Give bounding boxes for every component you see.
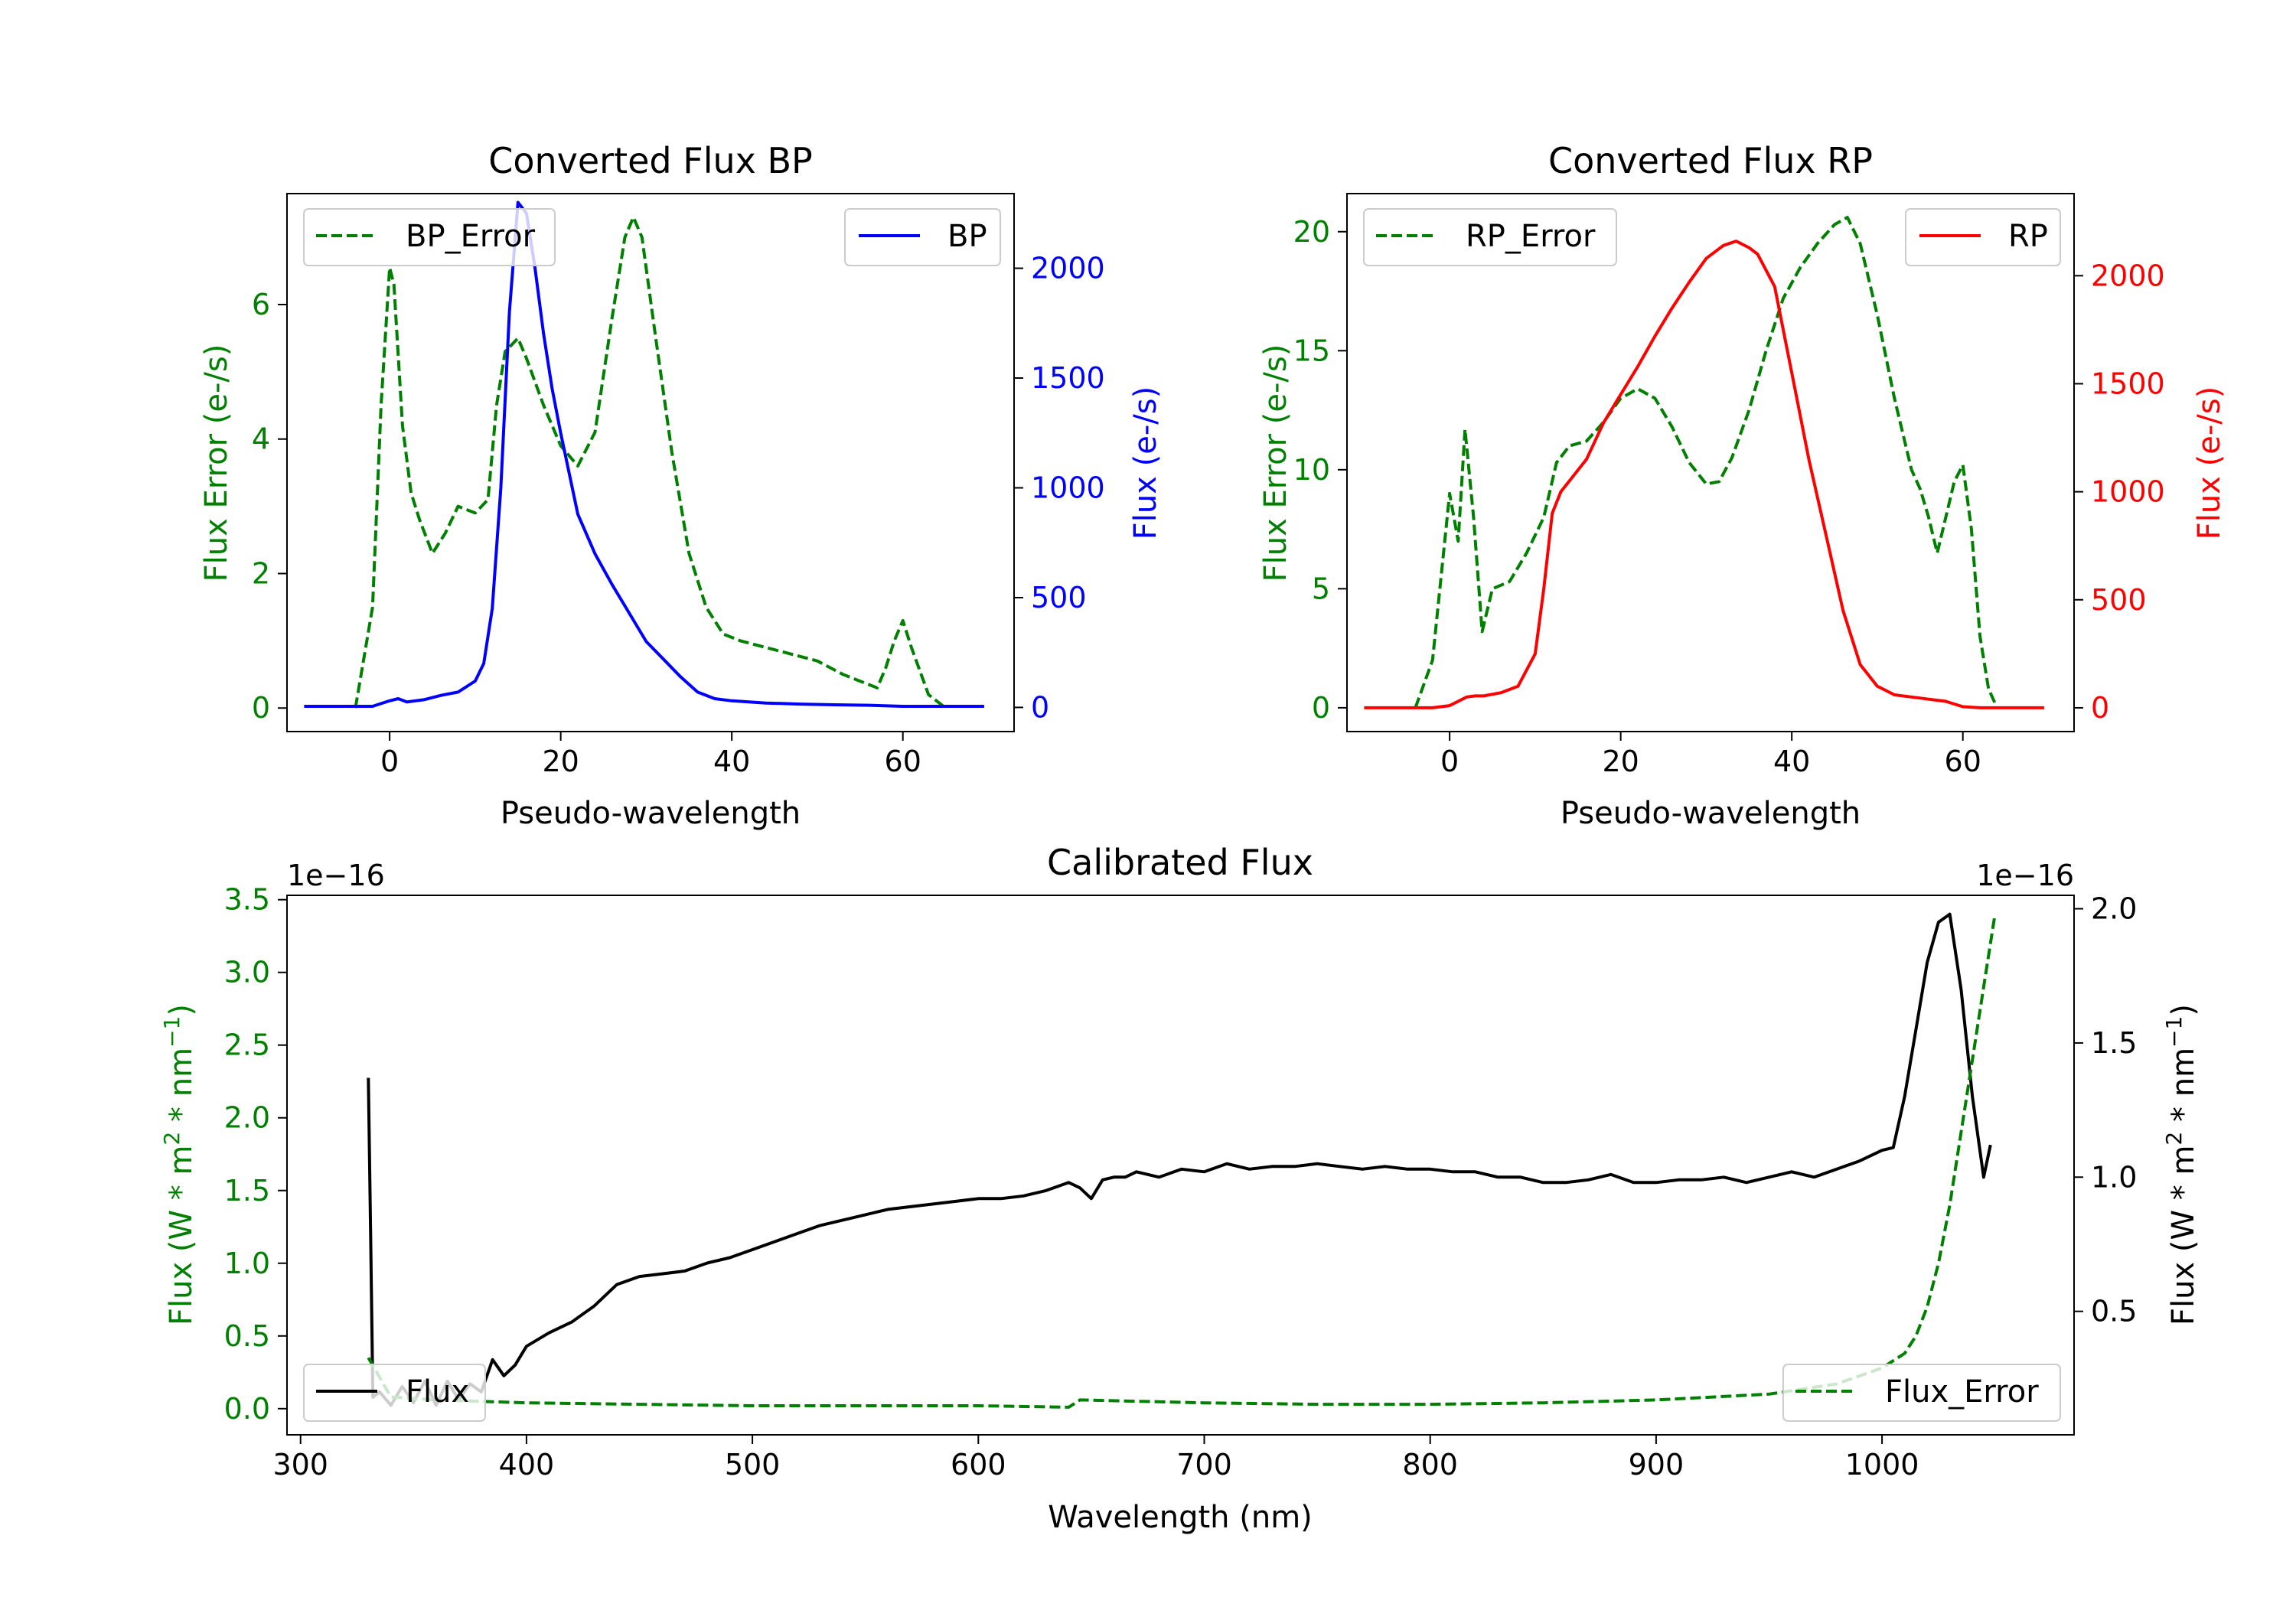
calibrated-series-flux-error-line (367, 914, 1997, 1409)
rp-plot-frame (1346, 193, 2075, 732)
calibrated-left-y-tick-label: 3.5 (224, 883, 270, 917)
bp-legend-right: BP (844, 208, 1001, 266)
right-y-label-part1: Flux (W * m (2166, 1146, 2201, 1325)
left-y-label-sup2: −1 (159, 1016, 184, 1048)
calibrated-left-y-tick-label: 0.0 (224, 1392, 270, 1426)
bp-error-legend-label: BP_Error (406, 219, 536, 254)
rp-right-y-tick-label: 1500 (2091, 367, 2165, 400)
rp-left-y-tick-label: 0 (1312, 691, 1330, 725)
rp-panel: Converted Flux RP 0 20 40 60 0 5 10 15 20 0 500 100… (1258, 140, 2227, 831)
calibrated-x-tick-label: 600 (951, 1448, 1006, 1482)
rp-x-tick-label: 0 (1440, 745, 1459, 778)
bp-right-y-tick-label: 500 (1031, 581, 1087, 614)
calibrated-title: Calibrated Flux (1047, 842, 1313, 883)
bp-legend-label: BP (947, 219, 987, 254)
calibrated-left-y-tick-label: 1.5 (224, 1174, 270, 1208)
rp-left-y-tick-label: 5 (1312, 572, 1330, 605)
bp-x-tick-label: 20 (542, 745, 579, 778)
rp-left-y-tick-label: 10 (1293, 453, 1330, 487)
left-y-label-part2: * nm (164, 1048, 199, 1132)
calibrated-right-y-tick-label: 0.5 (2091, 1295, 2137, 1328)
rp-x-tick-label: 20 (1602, 745, 1639, 778)
calibrated-left-y-tick-label: 3.0 (224, 956, 270, 989)
calibrated-legend-left: Flux (303, 1364, 486, 1422)
rp-legend-right: RP (1905, 208, 2061, 266)
calibrated-left-y-tick-label: 2.5 (224, 1028, 270, 1062)
flux-legend-label: Flux (406, 1374, 469, 1410)
right-offset-label: 1e−16 (1976, 859, 2074, 892)
rp-right-y-tick-label: 1000 (2091, 475, 2165, 509)
rp-left-y-axis-label: Flux Error (e-/s) (1258, 344, 1293, 582)
calibrated-right-y-axis-label: Flux (W * m2 * nm−1) (2161, 1004, 2202, 1325)
rp-error-legend-label: RP_Error (1466, 219, 1596, 254)
rp-series-rp-line (1364, 240, 2044, 709)
calibrated-right-y-tick-label: 2.0 (2091, 892, 2137, 926)
calibrated-x-tick-label: 400 (499, 1448, 555, 1482)
bp-title: Converted Flux BP (488, 140, 813, 181)
calibrated-right-y-tick-label: 1.0 (2091, 1160, 2137, 1194)
right-y-label-sup2: −1 (2161, 1016, 2187, 1048)
bp-legend-left: BP_Error (303, 208, 556, 266)
bp-x-tick-label: 60 (885, 745, 921, 778)
bp-right-y-tick-label: 0 (1031, 690, 1049, 724)
right-y-label-part2: * nm (2166, 1048, 2201, 1132)
rp-left-y-tick-label: 20 (1293, 215, 1330, 249)
bp-x-axis-label: Pseudo-wavelength (501, 796, 801, 831)
bp-left-y-tick-label: 4 (252, 422, 270, 456)
rp-right-y-tick-label: 2000 (2091, 259, 2165, 292)
left-y-label-sup: 2 (159, 1132, 184, 1146)
bp-left-y-tick-label: 2 (252, 556, 270, 590)
calibrated-x-axis-label: Wavelength (nm) (1048, 1500, 1313, 1535)
calibrated-x-tick-label: 500 (725, 1448, 781, 1482)
calibrated-x-tick-label: 800 (1402, 1448, 1458, 1482)
rp-right-y-tick-label: 500 (2091, 583, 2147, 617)
calibrated-x-tick-label: 1000 (1845, 1448, 1919, 1482)
left-offset-label: 1e−16 (287, 859, 385, 892)
bp-right-y-tick-label: 2000 (1031, 252, 1105, 285)
calibrated-x-tick-label: 300 (272, 1448, 328, 1482)
calibrated-left-y-tick-label: 1.0 (224, 1247, 270, 1280)
calibrated-right-y-tick-label: 1.5 (2091, 1026, 2137, 1060)
calibrated-panel: Calibrated Flux 1e−16 1e−16 300 400 500 600… (159, 842, 2202, 1535)
calibrated-left-y-axis-label: Flux (W * m2 * nm−1) (159, 1004, 200, 1325)
bp-left-y-tick-label: 6 (252, 288, 270, 321)
bp-x-tick-label: 0 (380, 745, 399, 778)
calibrated-x-tick-label: 700 (1176, 1448, 1232, 1482)
calibrated-series-flux-line (367, 912, 1992, 1407)
rp-x-axis-label: Pseudo-wavelength (1561, 796, 1861, 831)
rp-x-tick-label: 40 (1773, 745, 1810, 778)
rp-left-y-tick-label: 15 (1293, 334, 1330, 367)
bp-left-y-tick-label: 0 (252, 691, 270, 725)
bp-right-y-axis-label: Flux (e-/s) (1128, 386, 1163, 539)
bp-right-y-tick-label: 1500 (1031, 361, 1105, 395)
rp-legend-left: RP_Error (1363, 208, 1617, 266)
left-y-label-part1: Flux (W * m (164, 1146, 199, 1325)
bp-left-y-axis-label: Flux Error (e-/s) (199, 344, 234, 582)
calibrated-x-tick-label: 900 (1629, 1448, 1684, 1482)
bp-right-y-tick-label: 1000 (1031, 471, 1105, 504)
calibrated-plot-frame (286, 895, 2075, 1436)
left-y-label-end: ) (164, 1004, 199, 1016)
calibrated-legend-right: Flux_Error (1782, 1364, 2061, 1422)
bp-panel: Converted Flux BP 0 20 40 60024605001000150… (199, 140, 1163, 831)
rp-right-y-axis-label: Flux (e-/s) (2192, 386, 2227, 539)
right-y-label-sup: 2 (2161, 1132, 2187, 1146)
bp-series-bp-error-line (354, 215, 947, 709)
bp-x-tick-label: 40 (713, 745, 750, 778)
bp-series-bp-line (304, 200, 984, 708)
bp-plot-frame (286, 193, 1015, 732)
rp-x-tick-label: 60 (1945, 745, 1981, 778)
flux-error-legend-label: Flux_Error (1885, 1374, 2039, 1410)
calibrated-left-y-tick-label: 0.5 (224, 1319, 270, 1353)
rp-legend-label: RP (2008, 219, 2048, 254)
rp-series-rp-error-line (1414, 216, 1999, 709)
calibrated-left-y-tick-label: 2.0 (224, 1101, 270, 1135)
rp-title: Converted Flux RP (1548, 140, 1873, 181)
right-y-label-end: ) (2166, 1004, 2201, 1016)
rp-right-y-tick-label: 0 (2091, 691, 2109, 725)
